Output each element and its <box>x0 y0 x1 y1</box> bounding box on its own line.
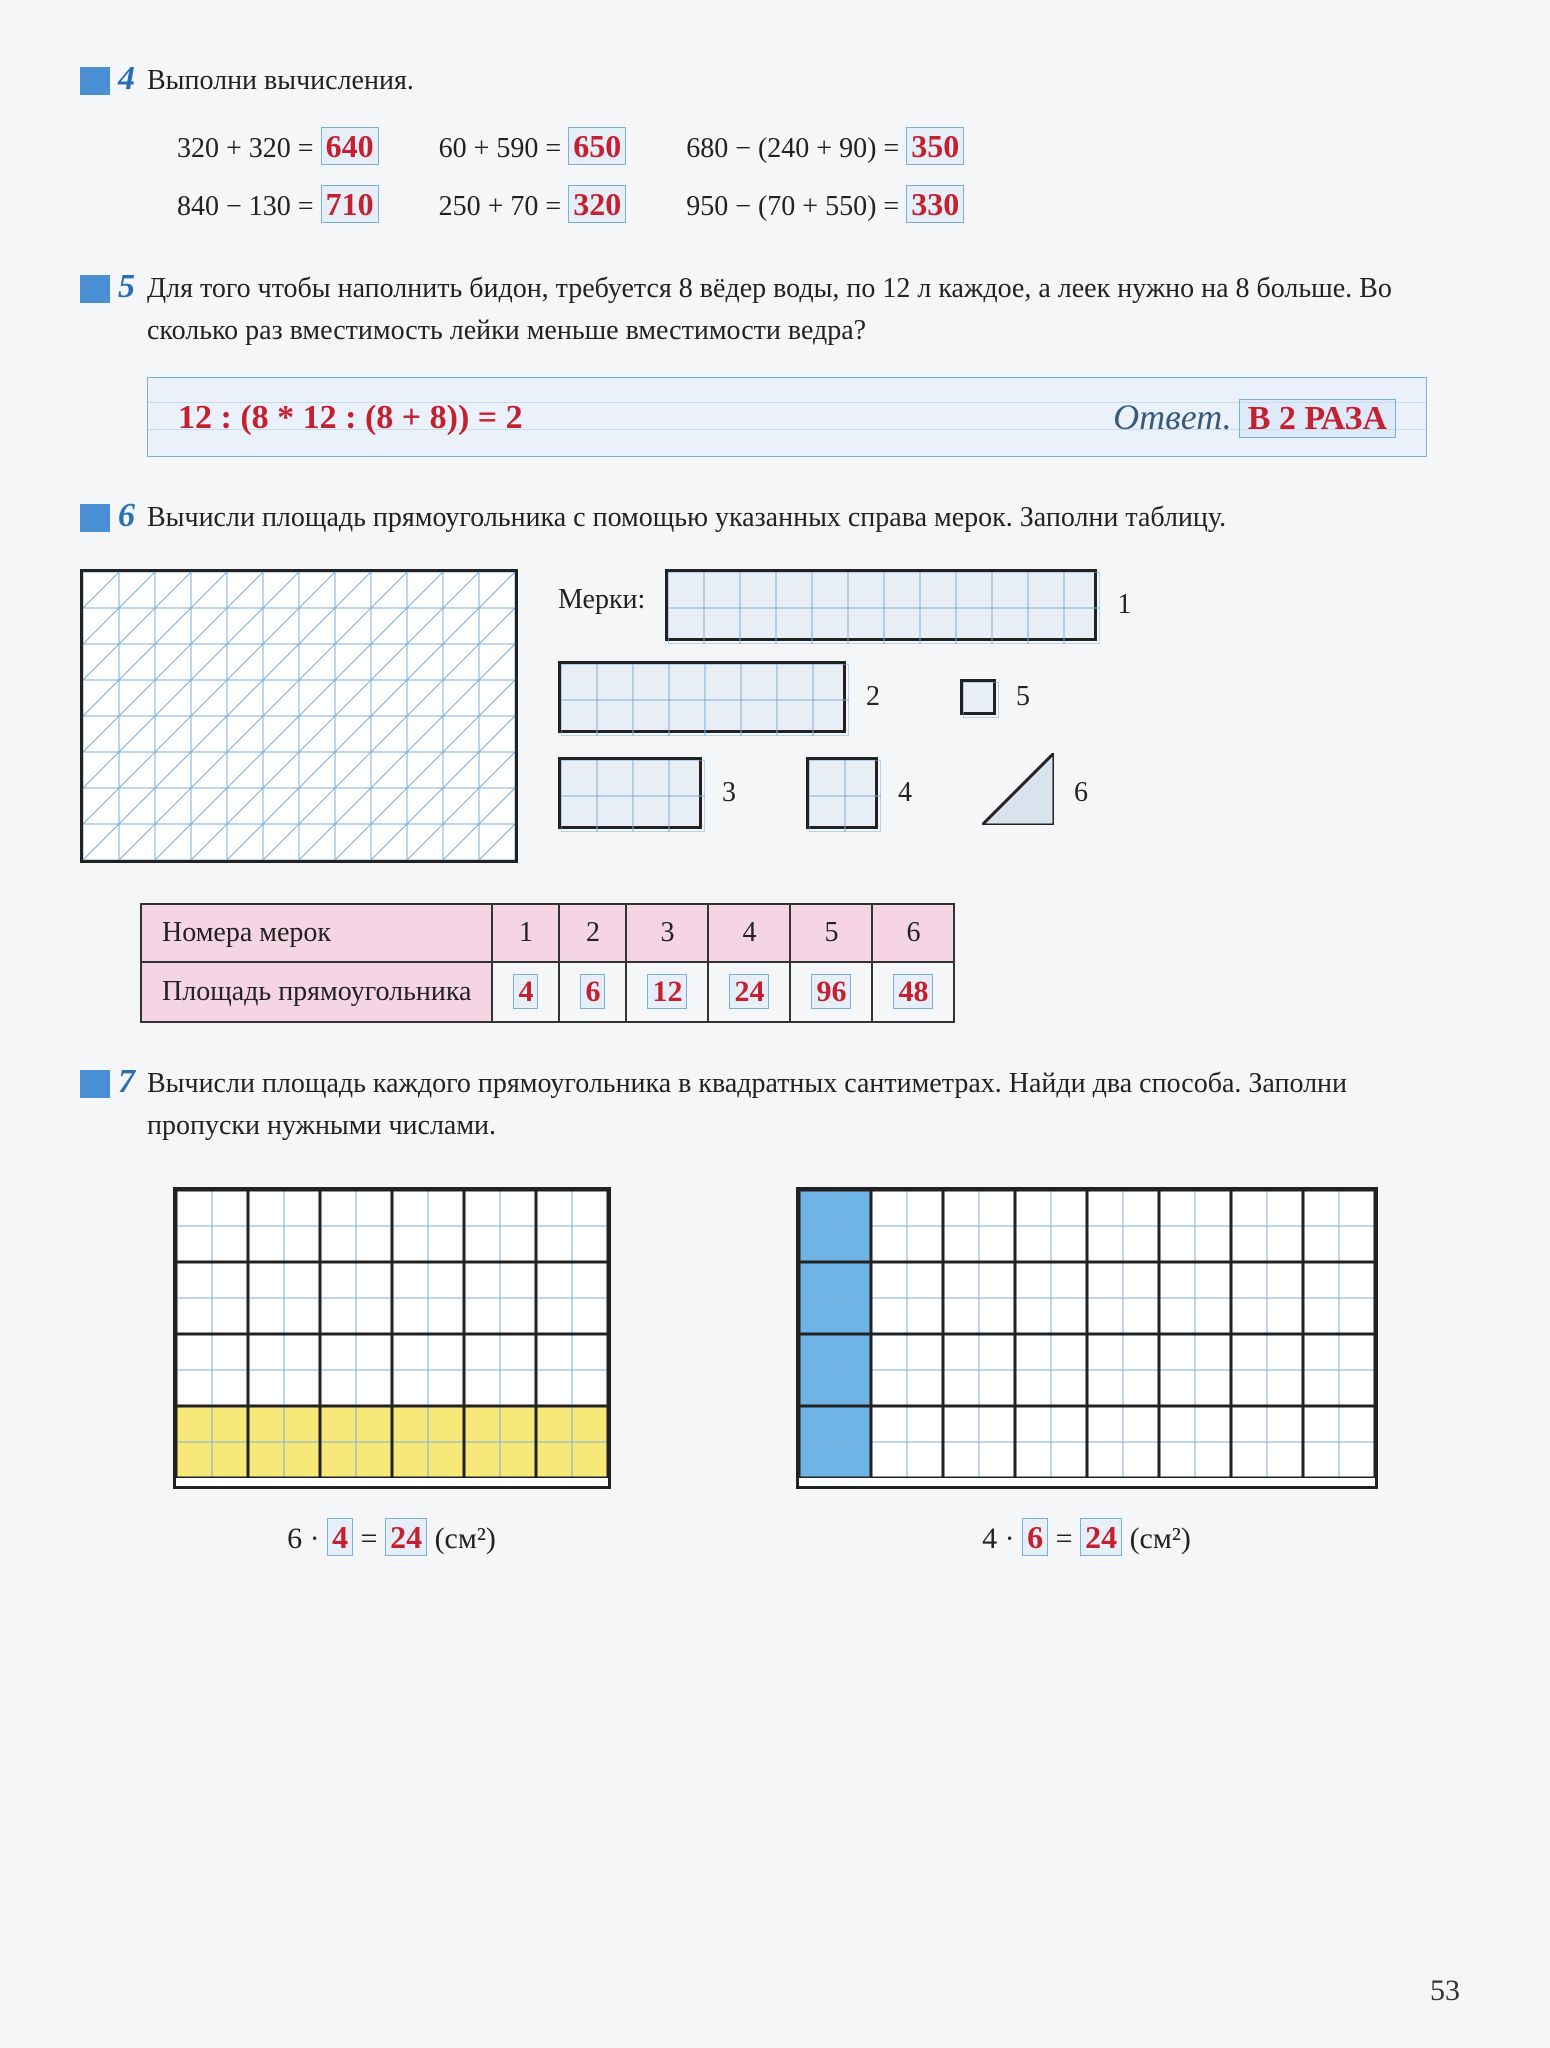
merka-number: 3 <box>722 777 736 809</box>
equation: 320 + 320 = 640 <box>177 122 379 170</box>
task-number: 6 <box>80 497 140 535</box>
page-number: 53 <box>1430 1974 1460 2008</box>
equation: 4 · 6 = 24 (см²) <box>796 1519 1378 1556</box>
table-cell: 6 <box>872 904 954 962</box>
task-text: Для того чтобы наполнить бидон, требуетс… <box>147 268 1427 352</box>
answer: 710 <box>321 185 379 223</box>
watermark-yellow: i-maths <box>330 1560 899 1744</box>
table-cell: 48 <box>872 962 954 1022</box>
table-cell: 6 <box>559 962 626 1022</box>
table-cell: 4 <box>708 904 790 962</box>
equation: 250 + 70 = 320 <box>439 180 627 228</box>
answer: В 2 РАЗА <box>1239 399 1396 438</box>
merka-number: 1 <box>1117 589 1131 621</box>
answer: 12 <box>647 974 687 1009</box>
equation: 840 − 130 = 710 <box>177 180 379 228</box>
answer: 24 <box>385 1518 427 1556</box>
answer: 6 <box>1022 1518 1048 1556</box>
equation: 60 + 590 = 650 <box>439 122 627 170</box>
equation: 6 · 4 = 24 (см²) <box>173 1519 611 1556</box>
task-5: 5 Для того чтобы наполнить бидон, требуе… <box>80 268 1470 457</box>
main-rectangle <box>80 569 518 863</box>
equations-row: 320 + 320 = 640 840 − 130 = 710 60 + 590… <box>177 122 1427 228</box>
merka-number: 6 <box>1074 777 1088 809</box>
answer: 4 <box>327 1518 353 1556</box>
area-table: Номера мерок 1 2 3 4 5 6 Площадь прямоуг… <box>140 903 955 1023</box>
answer: 48 <box>893 974 933 1009</box>
task-number: 4 <box>80 60 140 98</box>
answer: 320 <box>568 185 626 223</box>
answer: 640 <box>321 127 379 165</box>
task-text: Вычисли площадь прямоугольника с помощью… <box>147 497 1427 539</box>
answer: 4 <box>513 974 538 1009</box>
merka-number: 5 <box>1016 681 1030 713</box>
answer: 24 <box>1080 1518 1122 1556</box>
task-number: 5 <box>80 268 140 306</box>
table-cell: 4 <box>492 962 559 1022</box>
answer-label: Ответ. <box>1113 397 1232 437</box>
answer: 350 <box>906 127 964 165</box>
table-cell: 3 <box>626 904 708 962</box>
table-cell: 5 <box>790 904 872 962</box>
merka-1 <box>665 569 1097 641</box>
answer-box: 12 : (8 * 12 : (8 + 8)) = 2 Ответ. В 2 Р… <box>147 377 1427 457</box>
task-4: 4 Выполни вычисления. 320 + 320 = 640 84… <box>80 60 1470 228</box>
merka-2 <box>558 661 846 733</box>
diagram-area: Мерки: 1 2 5 3 4 6 <box>80 569 1470 863</box>
table-header: Номера мерок <box>141 904 492 962</box>
answer: 6 <box>580 974 605 1009</box>
merka-5 <box>960 679 996 715</box>
formula: 12 : (8 * 12 : (8 + 8)) = 2 <box>178 392 523 443</box>
table-header: Площадь прямоугольника <box>141 962 492 1022</box>
merka-4 <box>806 757 878 829</box>
rectangle-right <box>796 1187 1378 1489</box>
table-cell: 2 <box>559 904 626 962</box>
task-6: 6 Вычисли площадь прямоугольника с помощ… <box>80 497 1470 1023</box>
table-cell: 96 <box>790 962 872 1022</box>
task-number: 7 <box>80 1063 140 1101</box>
answer: 330 <box>906 185 964 223</box>
table-cell: 12 <box>626 962 708 1022</box>
equation: 950 − (70 + 550) = 330 <box>686 180 964 228</box>
task-title: Выполни вычисления. <box>147 60 1427 102</box>
table-cell: 24 <box>708 962 790 1022</box>
merki-label: Мерки: <box>558 584 645 616</box>
equation: 680 − (240 + 90) = 350 <box>686 122 964 170</box>
table-cell: 1 <box>492 904 559 962</box>
task-7: 7 Вычисли площадь каждого прямоугольника… <box>80 1063 1470 1556</box>
task-text: Вычисли площадь каждого прямоугольника в… <box>147 1063 1427 1147</box>
answer: 24 <box>729 974 769 1009</box>
answer: 650 <box>568 127 626 165</box>
merka-number: 2 <box>866 681 880 713</box>
merka-6 <box>982 753 1054 833</box>
merka-3 <box>558 757 702 829</box>
answer: 96 <box>811 974 851 1009</box>
merka-number: 4 <box>898 777 912 809</box>
rectangle-left <box>173 1187 611 1489</box>
